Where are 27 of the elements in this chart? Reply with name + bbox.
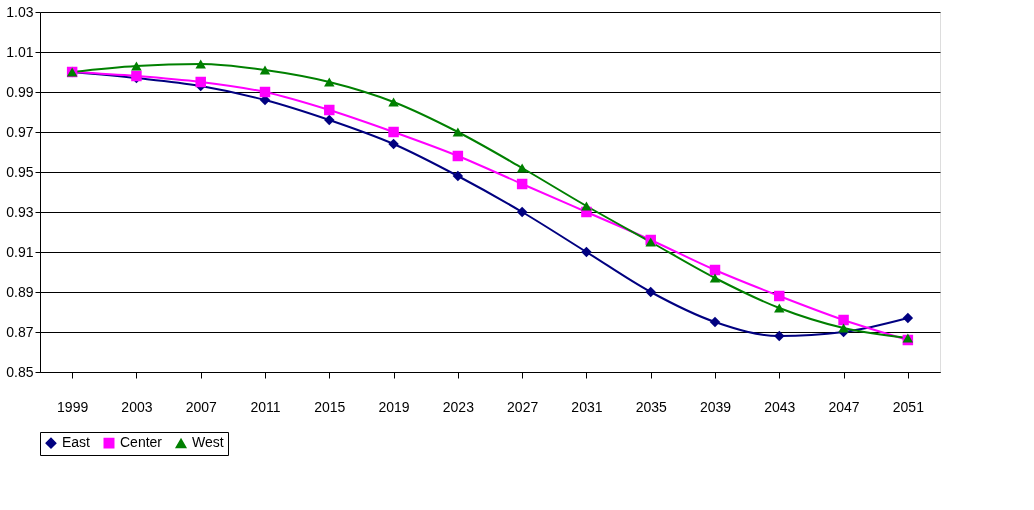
x-tick-label: 2035 [635, 398, 667, 415]
x-tick-label: 2019 [378, 398, 410, 415]
legend-label: Center [120, 434, 163, 451]
x-tick-label: 2011 [250, 398, 281, 415]
y-tick-label: 0.93 [6, 203, 34, 220]
x-tick-label: 2047 [828, 398, 860, 415]
y-tick-label: 0.89 [6, 283, 34, 300]
y-tick-label: 0.95 [6, 163, 34, 180]
x-tick-label: 2051 [892, 398, 925, 415]
y-tick-label: 0.97 [6, 123, 34, 140]
y-tick-label: 0.91 [6, 243, 34, 260]
x-tick-label: 2007 [185, 398, 217, 415]
legend-label: East [62, 434, 91, 451]
x-tick-label: 2031 [571, 398, 603, 415]
x-tick-label: 2023 [442, 398, 475, 415]
legend-label: West [192, 434, 224, 451]
x-tick-label: 1999 [57, 398, 89, 415]
x-tick-label: 2043 [764, 398, 796, 415]
y-tick-label: 0.87 [6, 323, 34, 340]
x-tick-label: 2027 [507, 398, 539, 415]
y-tick-label: 0.85 [6, 363, 34, 380]
x-tick-label: 2003 [121, 398, 153, 415]
x-tick-label: 2015 [314, 398, 346, 415]
y-tick-label: 1.01 [6, 43, 34, 60]
y-tick-label: 1.03 [6, 3, 34, 20]
x-tick-label: 2039 [699, 398, 732, 415]
y-tick-label: 0.99 [6, 83, 34, 100]
